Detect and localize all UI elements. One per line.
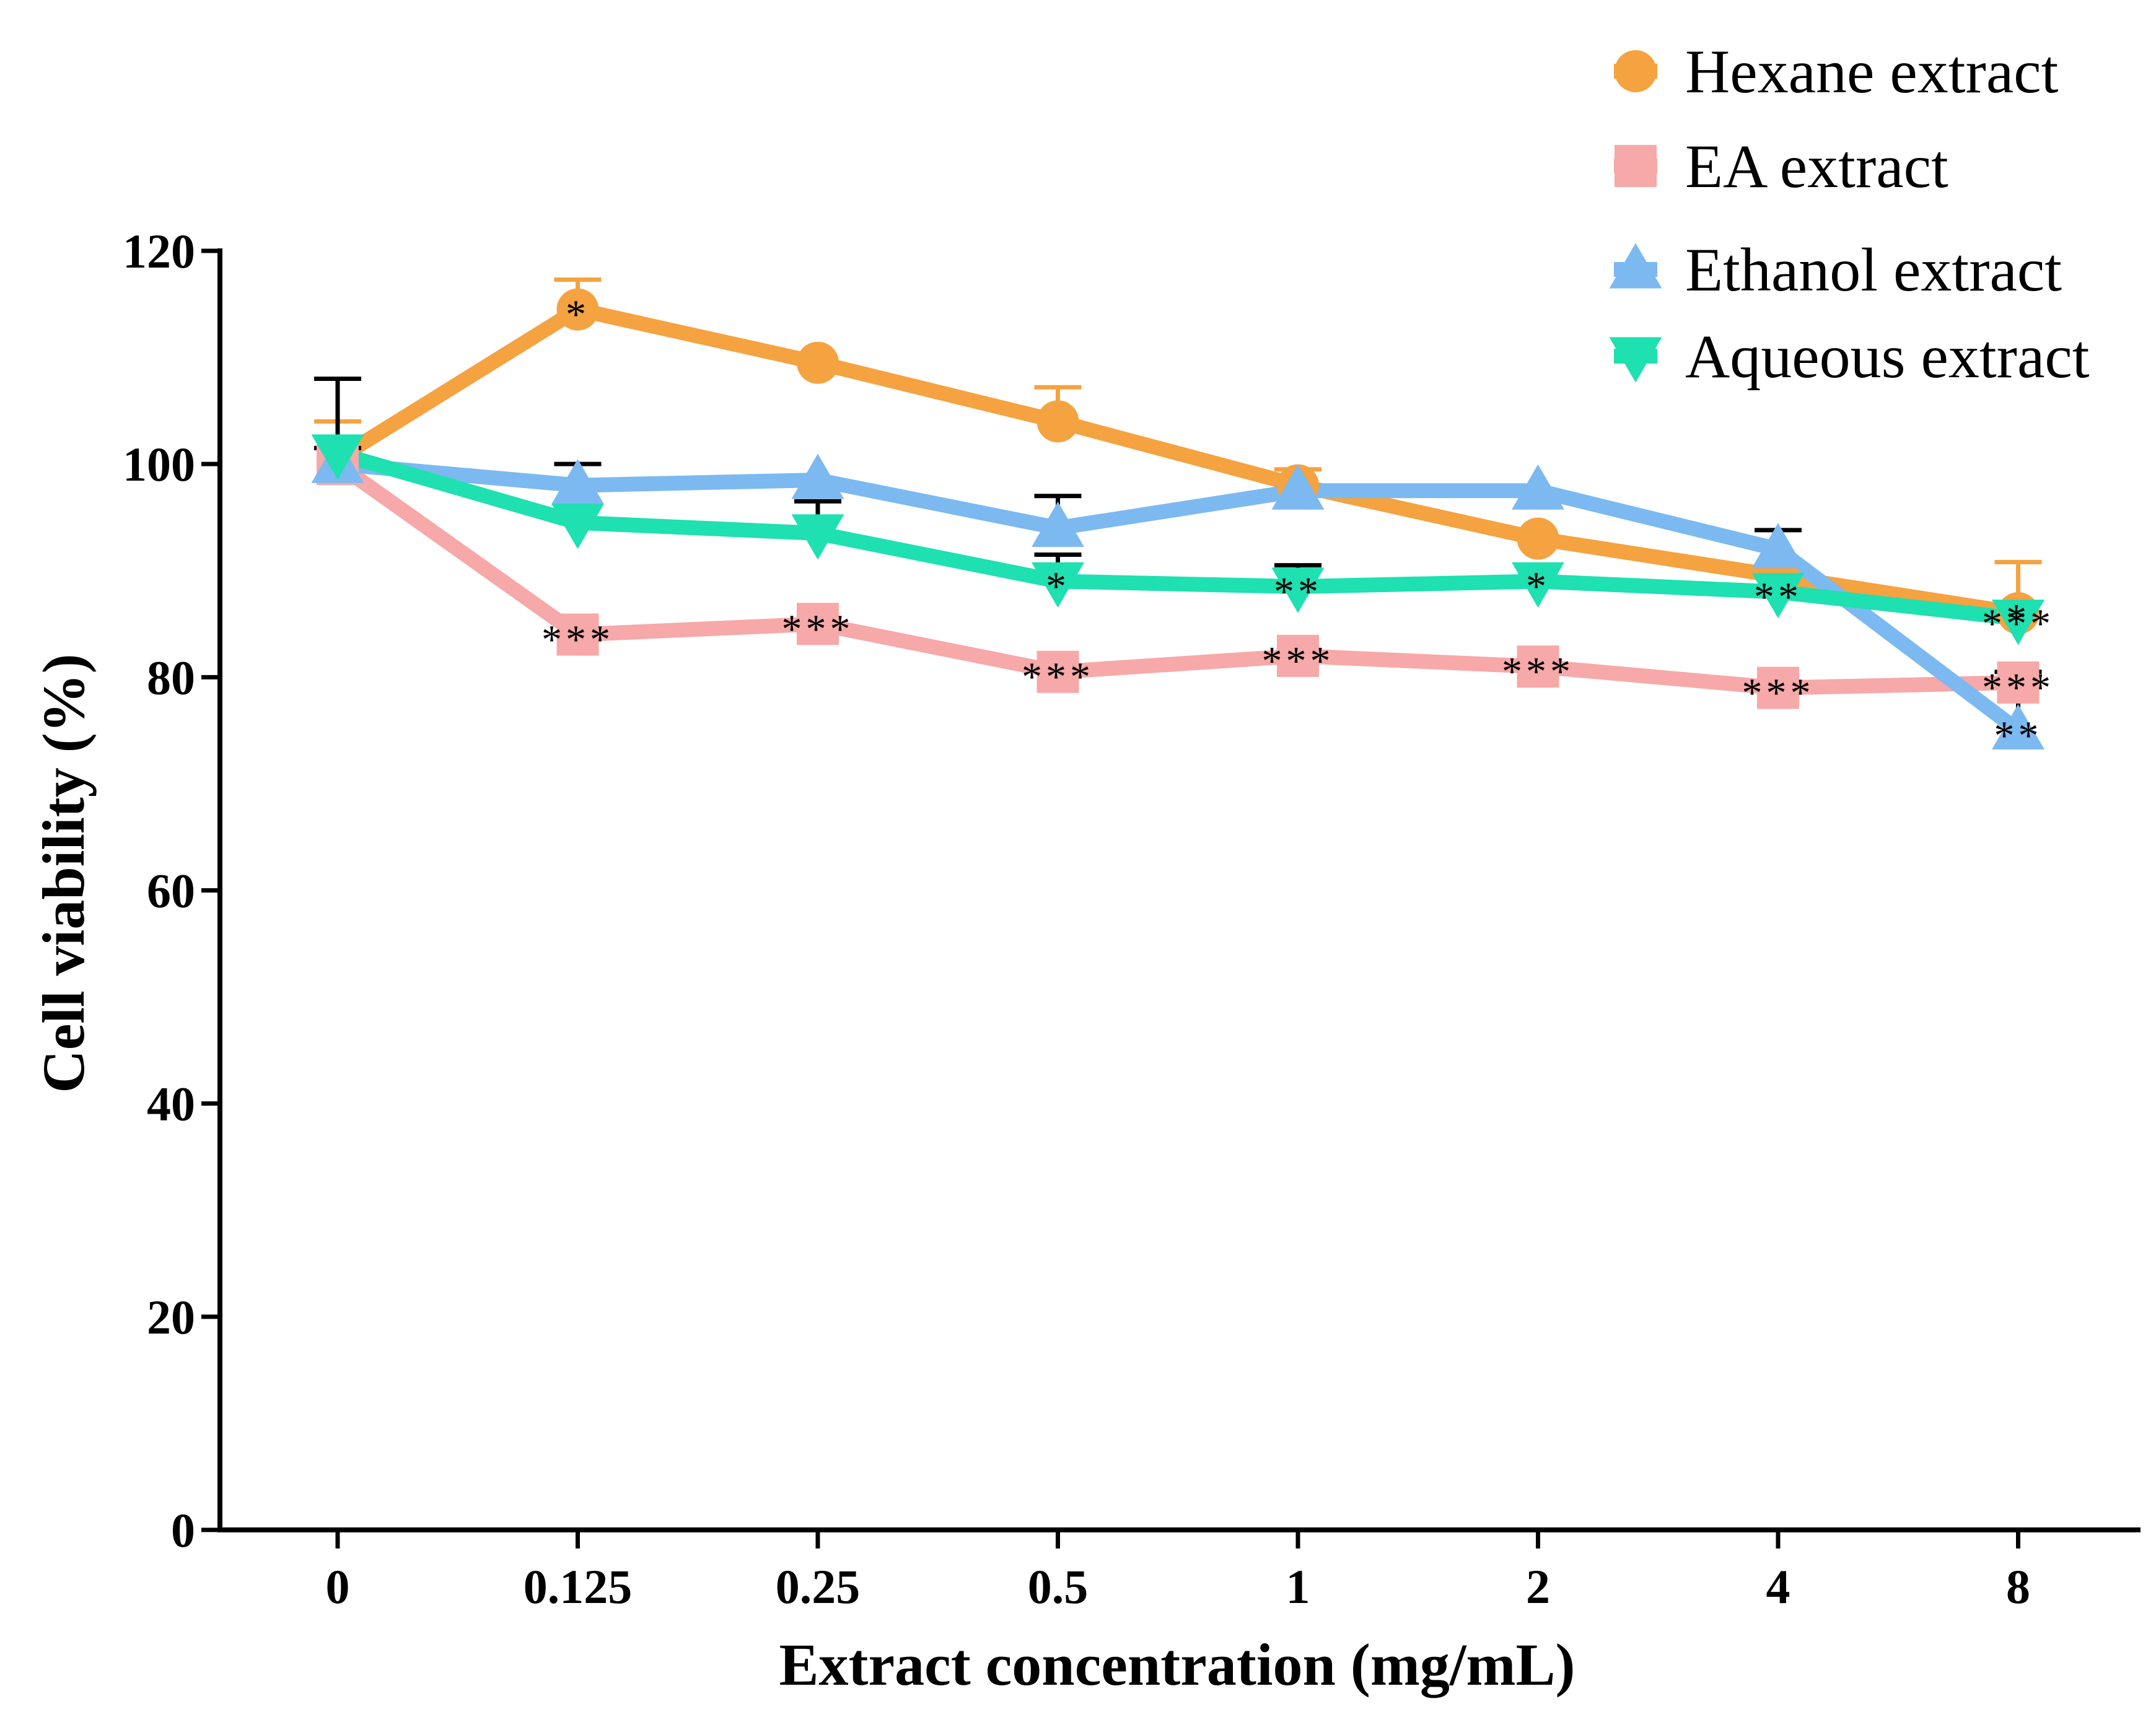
aqueous-extract-significance: *** (1982, 601, 2054, 647)
ea-extract-point (1277, 634, 1319, 677)
ethanol-extract-point (1512, 464, 1564, 510)
y-tick-label: 120 (123, 224, 195, 278)
y-tick-label: 40 (147, 1077, 195, 1131)
significance-labels: ***** ****** *** *** *** ****** ** * ***** (541, 292, 2054, 759)
x-tick-label: 1 (1286, 1560, 1310, 1614)
aqueous-extract-point (791, 514, 844, 560)
hexane-extract-legend-label: Hexane extract (1685, 37, 2059, 106)
hexane-extract-significance: * (566, 292, 590, 338)
aqueous-extract-legend-label: Aqueous extract (1685, 322, 2090, 391)
ethanol-extract-point (551, 459, 604, 505)
aqueous-extract-significance: * (1046, 564, 1070, 609)
ea-extract-point (797, 603, 839, 645)
ea-extract-legend-label: EA extract (1685, 132, 1948, 201)
y-tick-label: 80 (147, 650, 195, 704)
ea-extract-point (1997, 661, 2040, 704)
y-axis-title: Cell viability (%) (30, 653, 97, 1093)
ea-extract-significance: *** (782, 606, 854, 652)
ethanol-extract-point (1032, 501, 1084, 548)
hexane-extract-line (330, 302, 2026, 621)
x-tick-label: 0.125 (524, 1560, 633, 1614)
aqueous-extract-point (1512, 562, 1564, 608)
ethanol-extract-legend-label: Ethanol extract (1685, 235, 2062, 304)
ea-extract-point (1036, 650, 1079, 693)
x-tick-label: 8 (2006, 1560, 2030, 1614)
x-tick-label: 2 (1526, 1560, 1550, 1614)
series-lines (330, 302, 2026, 738)
y-tick-label: 20 (147, 1290, 195, 1344)
ea-extract-significance: *** (1262, 639, 1334, 684)
aqueous-extract-point (1032, 562, 1084, 608)
hexane-extract-point (556, 288, 599, 331)
ethanol-extract-significance: ** (1994, 713, 2043, 758)
aqueous-extract-point (1271, 567, 1325, 613)
legend: Hexane extract EA extract Ethanol extract A… (1609, 37, 2090, 391)
ea-extract-significance: *** (1982, 665, 2054, 710)
tick-labels: 0 20 40 60 80 100 120 0 0.125 0.25 0.5 1 2 4 8 (123, 224, 2030, 1614)
ethanol-extract-legend-marker (1609, 243, 1662, 289)
ethanol-extract-point (1271, 464, 1325, 510)
aqueous-extract-line (330, 445, 2026, 626)
data-markers (311, 288, 2044, 749)
ea-extract-legend-marker (1615, 145, 1657, 187)
hexane-extract-significance: * (2006, 596, 2030, 641)
aqueous-extract-point (1751, 573, 1805, 619)
aqueous-extract-significance: ** (1274, 569, 1322, 614)
aqueous-extract-significance: ** (1754, 575, 1802, 620)
x-tick-label: 0.25 (776, 1560, 861, 1614)
hexane-extract-legend-marker (1615, 50, 1657, 92)
aqueous-extract-point (551, 504, 604, 549)
x-axis-title: Extract concentration (mg/mL) (779, 1631, 1575, 1698)
hexane-extract-point (1517, 517, 1559, 560)
aqueous-extract-point (311, 434, 364, 480)
x-tick-label: 0.5 (1028, 1560, 1089, 1614)
ethanol-extract-point (791, 453, 844, 499)
axes (201, 248, 2141, 1548)
ea-extract-line (330, 456, 2026, 696)
x-tick-label: 0 (326, 1560, 350, 1614)
ethanol-extract-line (330, 456, 2026, 738)
ea-extract-point (556, 613, 599, 656)
y-tick-label: 0 (171, 1503, 195, 1557)
ethanol-extract-point (1751, 523, 1805, 569)
aqueous-extract-legend-marker (1609, 337, 1662, 383)
hexane-extract-point (1036, 400, 1079, 443)
ea-extract-significance: *** (1022, 655, 1094, 700)
ethanol-extract-point (1992, 704, 2044, 749)
hexane-extract-point (797, 341, 839, 384)
ea-extract-significance: *** (1502, 649, 1574, 694)
ea-extract-point (1517, 645, 1559, 688)
aqueous-extract-point (1992, 600, 2044, 645)
x-tick-label: 4 (1766, 1560, 1790, 1614)
ea-extract-significance: *** (1742, 671, 1815, 716)
ea-extract-significance: *** (541, 618, 614, 663)
y-tick-label: 60 (147, 864, 195, 918)
y-tick-label: 100 (123, 437, 195, 491)
aqueous-extract-significance: * (1526, 564, 1550, 609)
ea-extract-point (1757, 666, 1799, 709)
